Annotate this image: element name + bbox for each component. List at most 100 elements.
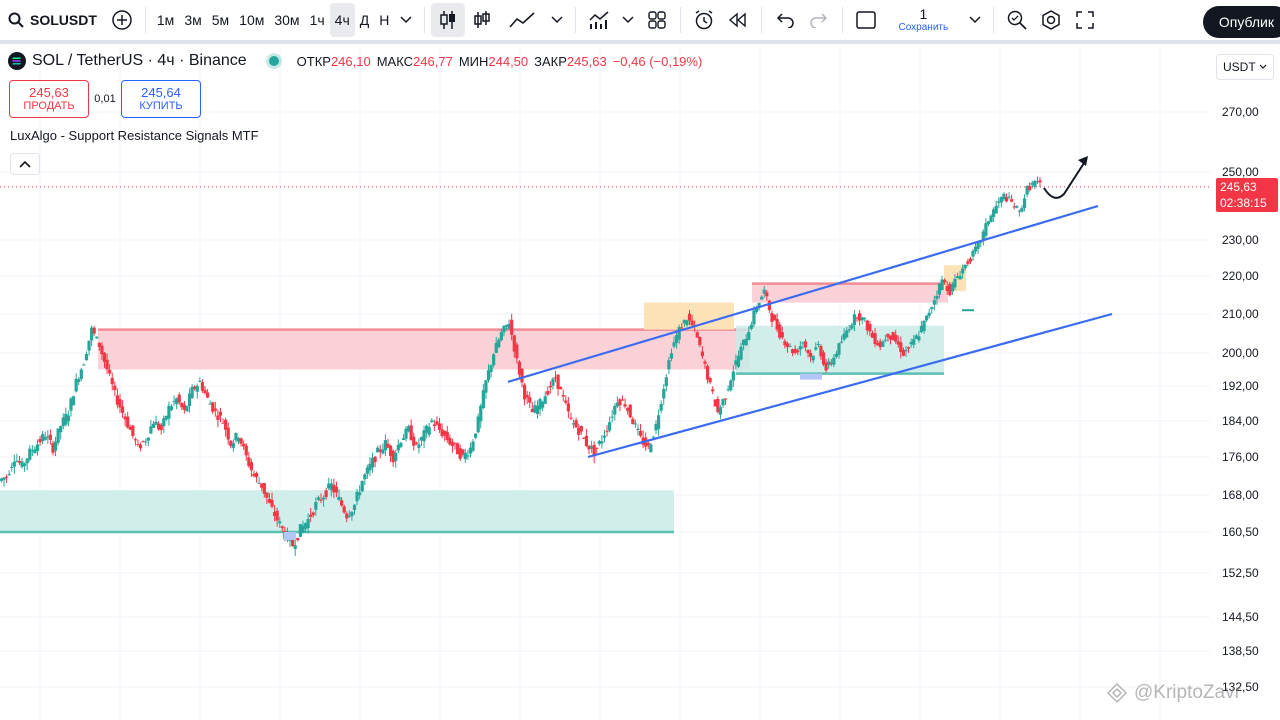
- bearish-candle: [291, 539, 295, 546]
- candles-style-button[interactable]: [431, 3, 466, 37]
- bearish-candle: [180, 402, 184, 408]
- bearish-candle: [556, 374, 560, 390]
- market-status-icon[interactable]: [268, 56, 279, 66]
- gear-icon: [1042, 10, 1061, 30]
- bearish-candle: [118, 399, 122, 408]
- undo-button[interactable]: [768, 3, 802, 37]
- bullish-candle: [146, 437, 150, 441]
- bullish-candle: [53, 441, 58, 451]
- fullscreen-button[interactable]: [1068, 3, 1102, 37]
- bearish-candle: [772, 314, 777, 321]
- timeframe-3m[interactable]: 3м: [184, 12, 202, 28]
- bearish-candle: [120, 406, 125, 413]
- compare-symbol-button[interactable]: [105, 3, 139, 37]
- bullish-candle: [973, 246, 978, 252]
- bullish-candle: [494, 343, 498, 353]
- chevron-down-icon: [400, 16, 412, 24]
- bearish-candle: [515, 344, 519, 359]
- layout-button[interactable]: [640, 3, 674, 37]
- timeframe-30m[interactable]: 30м: [274, 12, 300, 28]
- bearish-candle: [437, 423, 442, 430]
- currency-selector[interactable]: USDT: [1216, 54, 1274, 80]
- symbol-search-button[interactable]: SOLUSDT: [0, 3, 105, 37]
- bearish-candle: [414, 442, 418, 444]
- bearish-candle: [966, 261, 970, 264]
- replay-button[interactable]: [721, 3, 755, 37]
- bullish-candle: [56, 428, 60, 443]
- bearish-candle: [829, 362, 833, 364]
- quick-search-button[interactable]: [1000, 3, 1034, 37]
- fullscreen-box-button[interactable]: [849, 3, 883, 37]
- timeframe-1m[interactable]: 1м: [156, 12, 175, 28]
- bullish-candle: [278, 521, 282, 524]
- bullish-candle: [1007, 196, 1011, 198]
- bearish-candle: [821, 352, 826, 365]
- bearish-candle: [819, 345, 823, 357]
- layout-save-button[interactable]: 1 Сохранить: [883, 3, 963, 37]
- bearish-candle: [332, 484, 336, 493]
- bullish-candle: [1017, 210, 1021, 212]
- bullish-candle: [365, 467, 369, 474]
- publish-button[interactable]: Опублик: [1202, 6, 1280, 38]
- indicators-button[interactable]: [582, 3, 616, 37]
- bearish-candle: [899, 342, 903, 352]
- bearish-candle: [138, 444, 143, 449]
- price-scale[interactable]: USDT 270,00 250,00 230,00 220,00 210,00 …: [1210, 48, 1280, 720]
- bullish-candle: [881, 341, 885, 347]
- bearish-candle: [128, 426, 132, 430]
- timeframe-1d[interactable]: Д: [359, 12, 370, 28]
- bars-style-button[interactable]: [465, 3, 499, 37]
- buy-button[interactable]: 245,64 КУПИТЬ: [121, 80, 201, 118]
- settings-button[interactable]: [1034, 3, 1068, 37]
- redo-button[interactable]: [802, 3, 836, 37]
- toolbar-divider: [575, 7, 577, 33]
- bullish-candle: [685, 320, 689, 326]
- symbol-title[interactable]: SOL / TetherUS · 4ч · Binance: [32, 52, 247, 69]
- timeframe-5m[interactable]: 5м: [211, 12, 230, 28]
- bullish-candle: [471, 441, 475, 451]
- chart-pane[interactable]: [0, 48, 1210, 720]
- bullish-candle: [368, 463, 372, 471]
- bearish-candle: [778, 324, 782, 338]
- currency-label: USDT: [1223, 60, 1256, 74]
- bearish-candle: [432, 424, 436, 427]
- bullish-candle: [46, 436, 50, 438]
- indicator-legend[interactable]: LuxAlgo - Support Resistance Signals MTF: [10, 128, 259, 143]
- bullish-candle: [832, 357, 836, 365]
- bearish-candle: [412, 436, 416, 446]
- bearish-candle: [886, 333, 890, 338]
- bullish-candle: [976, 241, 980, 249]
- timeframe-10m[interactable]: 10м: [239, 12, 265, 28]
- bullish-candle: [850, 324, 854, 329]
- layout-dropdown[interactable]: [963, 3, 987, 37]
- bullish-candle: [654, 423, 658, 431]
- alert-button[interactable]: [687, 3, 721, 37]
- timeframe-1w[interactable]: Н: [379, 12, 390, 28]
- bearish-candle: [698, 337, 702, 346]
- sell-button[interactable]: 245,63 ПРОДАТЬ: [9, 80, 89, 118]
- bullish-candle: [533, 405, 537, 413]
- collapse-legend-button[interactable]: [10, 153, 40, 175]
- bearish-candle: [159, 424, 163, 431]
- sell-label: ПРОДАТЬ: [23, 100, 75, 113]
- bullish-candle: [543, 396, 547, 404]
- timeframe-1h[interactable]: 1ч: [309, 12, 325, 28]
- bearish-candle: [638, 430, 643, 436]
- bearish-candle: [569, 417, 573, 419]
- bullish-candle: [798, 346, 802, 350]
- timeframe-dropdown[interactable]: [394, 3, 418, 37]
- line-style-button[interactable]: [499, 3, 545, 37]
- bearish-candle: [157, 423, 161, 430]
- timeframe-4h[interactable]: 4ч: [329, 3, 355, 37]
- bullish-candle: [752, 310, 756, 325]
- toolbar-divider: [144, 7, 146, 33]
- bullish-candle: [394, 452, 398, 461]
- chart-type-dropdown[interactable]: [545, 3, 569, 37]
- bullish-candle: [474, 433, 478, 438]
- bullish-candle: [28, 448, 32, 460]
- indicators-dropdown[interactable]: [616, 3, 640, 37]
- bullish-candle: [589, 446, 594, 449]
- toolbar-divider: [993, 7, 995, 33]
- bearish-candle: [458, 448, 462, 459]
- price-tick: 184,00: [1222, 414, 1259, 428]
